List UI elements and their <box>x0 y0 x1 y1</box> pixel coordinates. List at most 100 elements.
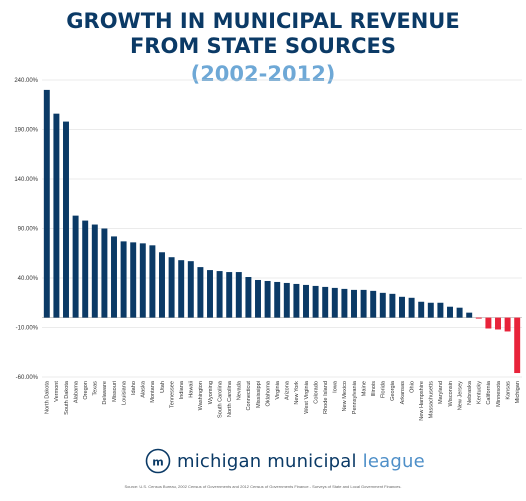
x-tick-label: Wyoming <box>208 381 214 404</box>
x-tick-label: Tennessee <box>169 381 175 408</box>
bar <box>399 296 405 318</box>
bar <box>216 271 223 318</box>
league-logo: m michigan municipal league <box>145 448 425 474</box>
bar <box>159 252 165 318</box>
x-tick-label: Colorado <box>313 381 319 404</box>
x-tick-label: Utah <box>160 381 166 393</box>
bar <box>456 307 463 318</box>
bar <box>312 285 319 318</box>
bar <box>447 306 453 318</box>
bar <box>53 113 60 318</box>
bar <box>437 302 444 318</box>
bar-chart: -60.00% -10.00% 40.00% 90.00% 140.00% 190.00%… <box>14 78 522 421</box>
x-tick-label: New Jersey <box>457 381 463 410</box>
x-tick-label: North Dakota <box>45 380 51 414</box>
bar <box>111 236 117 318</box>
bar <box>120 241 127 318</box>
x-tick-label: Texas <box>93 381 99 396</box>
x-tick-label: Virginia <box>275 380 281 399</box>
x-tick-label: Minnesota <box>496 380 502 407</box>
bar <box>91 224 98 318</box>
bar <box>485 317 492 329</box>
x-tick-label: Vermont <box>54 381 60 402</box>
x-tick-label: Connecticut <box>246 381 252 411</box>
x-tick-label: Washington <box>198 381 204 410</box>
bar <box>226 272 233 318</box>
bar <box>331 287 338 318</box>
bar <box>274 281 281 318</box>
x-tick-label: Delaware <box>102 381 108 405</box>
bar <box>187 261 194 318</box>
bar <box>293 283 300 318</box>
y-tick-label: 190.00% <box>14 128 38 134</box>
bar <box>322 286 329 318</box>
x-tick-label: Kentucky <box>477 381 483 404</box>
bar <box>303 284 309 318</box>
x-tick-label: Oregon <box>83 381 89 400</box>
x-tick-label: Idaho <box>131 381 137 395</box>
svg-text:m: m <box>152 456 163 469</box>
source-note: Source: U.S. Census Bureau, 2002 Census … <box>124 484 402 489</box>
x-tick-label: Florida <box>381 380 387 398</box>
bar <box>379 292 386 318</box>
chart-title-line2: FROM STATE SOURCES <box>129 34 397 58</box>
y-tick-label: -10.00% <box>16 326 39 332</box>
bar <box>495 317 501 330</box>
x-tick-label: California <box>486 380 492 405</box>
x-tick-label: New York <box>294 381 300 405</box>
x-tick-label: Indiana <box>179 380 185 399</box>
bar <box>389 293 396 318</box>
x-tick-label: West Virginia <box>304 380 310 414</box>
bar <box>504 317 511 332</box>
bar <box>130 242 137 318</box>
bar <box>466 312 473 318</box>
bar <box>82 220 89 318</box>
bar <box>514 317 521 374</box>
mml-logo-icon: m <box>145 448 171 474</box>
bar <box>235 272 242 318</box>
x-tick-label: Iowa <box>333 380 339 393</box>
bar <box>178 260 185 318</box>
bar <box>43 89 50 318</box>
bar <box>360 289 367 318</box>
bar <box>427 302 434 318</box>
bar <box>370 290 377 318</box>
x-tick-label: Montana <box>150 380 156 403</box>
x-tick-label: Alaska <box>141 380 147 398</box>
bar <box>101 228 108 318</box>
x-tick-label: Maryland <box>438 381 444 404</box>
x-tick-label: Ohio <box>409 381 415 393</box>
bar <box>168 257 175 318</box>
x-tick-label: New Hampshire <box>419 381 425 421</box>
logo-text-main: michigan municipal <box>177 450 357 472</box>
bar <box>418 301 425 318</box>
x-tick-label: Hawaii <box>189 381 195 398</box>
bar <box>351 289 357 318</box>
bar <box>63 121 69 318</box>
bar <box>72 215 79 318</box>
x-tick-label: Alabama <box>73 380 79 403</box>
x-tick-label: New Mexico <box>342 381 348 411</box>
y-tick-label: 40.00% <box>18 276 39 282</box>
bar <box>197 267 204 318</box>
x-tick-label: Louisiana <box>121 380 127 405</box>
x-tick-label: South Carolina <box>217 380 223 418</box>
chart-subtitle: (2002-2012) <box>190 62 336 86</box>
x-tick-label: Nebraska <box>467 380 473 405</box>
bar <box>408 297 415 318</box>
x-tick-label: Rhode Island <box>323 381 329 414</box>
x-tick-label: Missouri <box>112 381 118 402</box>
x-tick-label: Wisconsin <box>448 381 454 407</box>
logo-text: michigan municipal league <box>177 451 425 472</box>
x-tick-label: Nevada <box>237 380 243 400</box>
x-tick-label: Mississippi <box>256 381 262 408</box>
bar <box>255 279 261 318</box>
bar <box>245 277 252 318</box>
x-tick-label: North Carolina <box>227 380 233 417</box>
bar <box>139 243 146 318</box>
x-tick-label: Arizona <box>285 380 291 400</box>
y-tick-label: 140.00% <box>14 177 38 183</box>
x-tick-label: Illinois <box>371 381 377 397</box>
x-tick-label: Massachusetts <box>429 381 435 419</box>
bar <box>264 280 271 318</box>
